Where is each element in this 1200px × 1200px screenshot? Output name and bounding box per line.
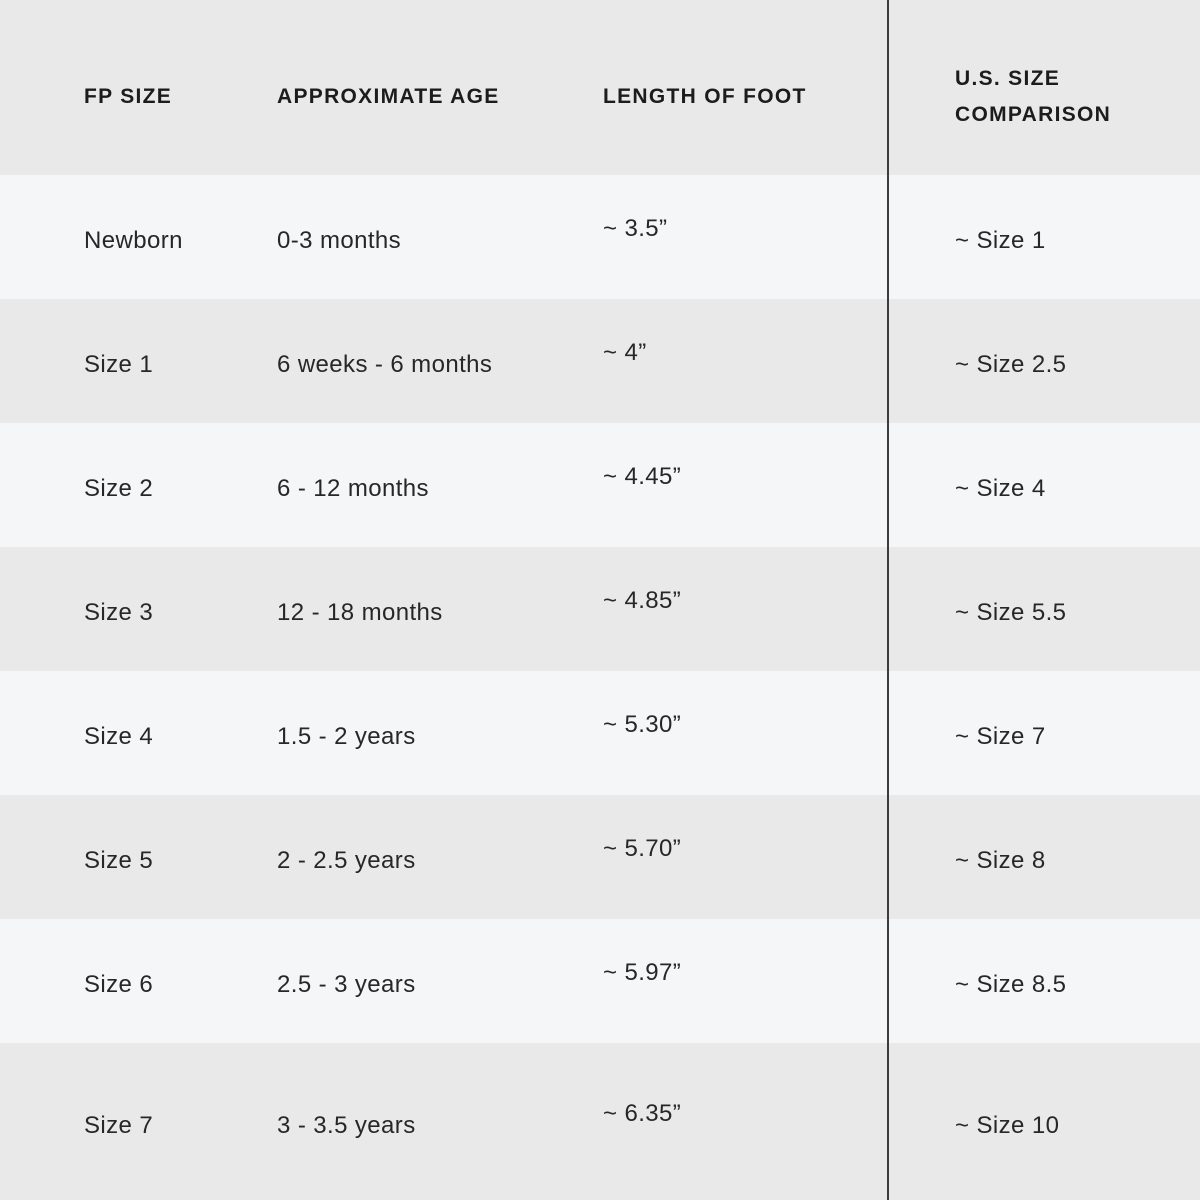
table-row: Size 7 3 - 3.5 years ~ 6.35” ~ Size 10 bbox=[0, 1043, 1200, 1200]
age-cell: 0-3 months bbox=[277, 227, 402, 254]
col-header-length-of-foot: LENGTH OF FOOT bbox=[603, 84, 807, 108]
foot-length-cell: ~ 4.85” bbox=[603, 587, 682, 614]
age-cell: 2 - 2.5 years bbox=[277, 847, 416, 874]
fp-size-cell: Size 3 bbox=[84, 599, 154, 626]
age-cell: 6 weeks - 6 months bbox=[277, 351, 493, 378]
table-row: Newborn 0-3 months ~ 3.5” ~ Size 1 bbox=[0, 175, 1200, 299]
foot-length-cell: ~ 4.45” bbox=[603, 463, 682, 490]
col-header-approximate-age: APPROXIMATE AGE bbox=[277, 84, 500, 108]
age-cell: 6 - 12 months bbox=[277, 475, 429, 502]
us-size-cell: ~ Size 2.5 bbox=[955, 351, 1067, 378]
us-size-cell: ~ Size 4 bbox=[955, 475, 1046, 502]
us-size-cell: ~ Size 8.5 bbox=[955, 971, 1067, 998]
table-row: Size 6 2.5 - 3 years ~ 5.97” ~ Size 8.5 bbox=[0, 919, 1200, 1043]
fp-size-cell: Size 2 bbox=[84, 475, 154, 502]
foot-length-cell: ~ 5.30” bbox=[603, 711, 682, 738]
us-size-cell: ~ Size 10 bbox=[955, 1111, 1060, 1139]
foot-length-cell: ~ 4” bbox=[603, 339, 647, 366]
table-row: Size 4 1.5 - 2 years ~ 5.30” ~ Size 7 bbox=[0, 671, 1200, 795]
table-row: Size 5 2 - 2.5 years ~ 5.70” ~ Size 8 bbox=[0, 795, 1200, 919]
age-cell: 3 - 3.5 years bbox=[277, 1111, 416, 1139]
fp-size-cell: Size 6 bbox=[84, 971, 154, 998]
foot-length-cell: ~ 5.70” bbox=[603, 835, 682, 862]
foot-length-cell: ~ 6.35” bbox=[603, 1099, 682, 1127]
age-cell: 2.5 - 3 years bbox=[277, 971, 416, 998]
fp-size-cell: Size 4 bbox=[84, 723, 154, 750]
column-divider-line bbox=[887, 0, 889, 1200]
us-size-cell: ~ Size 1 bbox=[955, 227, 1046, 254]
us-size-cell: ~ Size 5.5 bbox=[955, 599, 1067, 626]
age-cell: 1.5 - 2 years bbox=[277, 723, 416, 750]
table-row: Size 1 6 weeks - 6 months ~ 4” ~ Size 2.… bbox=[0, 299, 1200, 423]
us-size-cell: ~ Size 7 bbox=[955, 723, 1046, 750]
col-header-fp-size: FP SIZE bbox=[84, 84, 173, 108]
age-cell: 12 - 18 months bbox=[277, 599, 443, 626]
table-header-row: FP SIZE APPROXIMATE AGE LENGTH OF FOOT U… bbox=[0, 0, 1200, 175]
col-header-us-size-comparison: U.S. SIZE COMPARISON bbox=[955, 66, 1112, 126]
fp-size-cell: Newborn bbox=[84, 227, 183, 254]
fp-size-cell: Size 7 bbox=[84, 1111, 154, 1139]
us-size-cell: ~ Size 8 bbox=[955, 847, 1046, 874]
table-row: Size 3 12 - 18 months ~ 4.85” ~ Size 5.5 bbox=[0, 547, 1200, 671]
foot-length-cell: ~ 3.5” bbox=[603, 215, 668, 242]
table-row: Size 2 6 - 12 months ~ 4.45” ~ Size 4 bbox=[0, 423, 1200, 547]
fp-size-cell: Size 1 bbox=[84, 351, 154, 378]
foot-length-cell: ~ 5.97” bbox=[603, 959, 682, 986]
fp-size-cell: Size 5 bbox=[84, 847, 154, 874]
